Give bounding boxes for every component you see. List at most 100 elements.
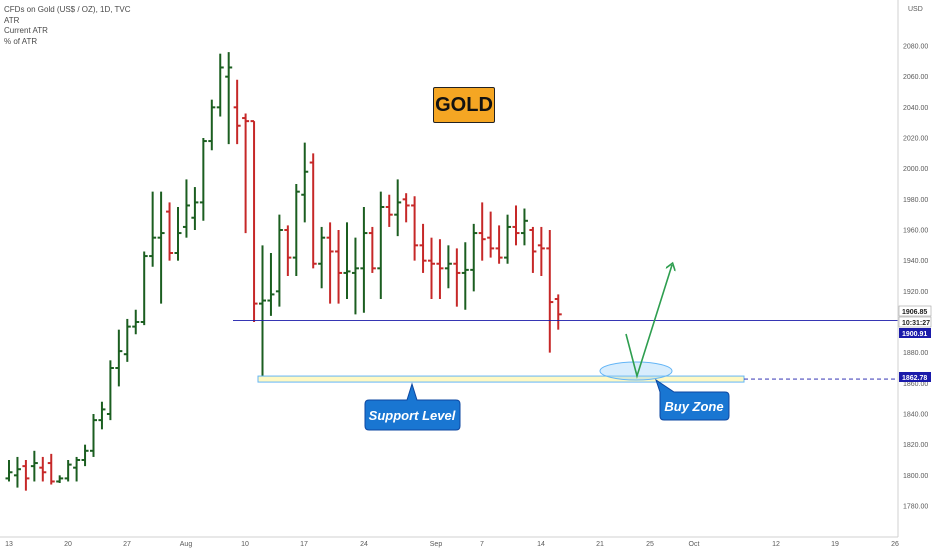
ohlc-bar: [132, 309, 140, 335]
indicator-current-atr: Current ATR: [4, 26, 48, 35]
ohlc-bar: [326, 222, 334, 304]
ohlc-bar: [149, 191, 157, 267]
price-tick-label: 1820.00: [903, 442, 928, 449]
ohlc-bar: [351, 237, 359, 315]
ohlc-bar: [487, 211, 495, 258]
ohlc-bar: [233, 79, 241, 145]
ohlc-bar: [504, 214, 512, 264]
ohlc-bar: [106, 360, 114, 421]
support-level-callout[interactable]: Support Level: [364, 382, 461, 431]
svg-text:1906.85: 1906.85: [902, 309, 927, 316]
ohlc-bar: [537, 226, 545, 276]
chart-legend[interactable]: CFDs on Gold (US$ / OZ), 1D, TVC ATR Cur…: [4, 5, 131, 47]
indicator-atr[interactable]: ATR: [4, 15, 20, 25]
price-tick-label: 2020.00: [903, 136, 928, 143]
ohlc-bar: [166, 202, 174, 261]
ohlc-bar: [199, 138, 207, 221]
symbol-title[interactable]: CFDs on Gold (US$ / OZ), 1D, TVC: [4, 5, 131, 14]
ohlc-bar: [428, 237, 435, 299]
price-tick-label: 1840.00: [903, 412, 928, 419]
ohlc-bar: [39, 456, 47, 482]
price-tick-label: 1860.00: [903, 381, 928, 388]
ohlc-bar: [512, 205, 520, 246]
ohlc-bar: [250, 120, 258, 322]
ohlc-bar: [64, 460, 72, 482]
price-tick-label: 2060.00: [903, 74, 928, 81]
ohlc-bar: [385, 194, 393, 227]
price-tick-label: 1800.00: [903, 473, 928, 480]
price-tick-label: 1780.00: [903, 504, 928, 511]
time-tick-label: 17: [300, 541, 308, 548]
ohlc-bar: [368, 226, 376, 273]
ohlc-bar: [343, 222, 351, 299]
price-axis[interactable]: 1780.00 1800.00 1820.00 1840.00 1860.00 1880.…: [903, 44, 928, 511]
support-zone[interactable]: [257, 375, 745, 383]
currency-label: USD: [908, 6, 923, 13]
ohlc-bar: [394, 179, 402, 237]
ohlc-bar: [478, 202, 486, 261]
ohlc-bar: [301, 142, 309, 223]
buy-zone-label: Buy Zone: [664, 399, 723, 414]
time-tick-label: 25: [646, 541, 654, 548]
time-axis[interactable]: 13 20 27 Aug 10 17 24 Sep 7 14 21 25 Oct 12 19 26: [5, 541, 899, 548]
time-tick-label: Sep: [430, 541, 443, 548]
time-tick-label: 10: [241, 541, 249, 548]
ohlc-bar: [529, 226, 537, 273]
ohlc-bar: [267, 253, 275, 316]
price-tag-current: 1906.85: [898, 305, 932, 317]
ohlc-bar: [318, 226, 326, 289]
price-tick-label: 1980.00: [903, 197, 928, 204]
ohlc-bar: [115, 329, 123, 387]
time-tick-label: 7: [480, 541, 484, 548]
ohlc-bar: [546, 230, 554, 353]
ohlc-bar: [419, 223, 427, 273]
ohlc-bar: [520, 208, 528, 246]
ohlc-bar: [81, 444, 89, 467]
ohlc-bar: [216, 53, 224, 117]
projection-arrow[interactable]: [625, 265, 672, 379]
ohlc-bar: [453, 248, 461, 307]
ohlc-bar: [309, 153, 317, 269]
price-tick-label: 1960.00: [903, 228, 928, 235]
ohlc-bar: [22, 460, 30, 491]
indicator-percent-atr: % of ATR: [4, 36, 38, 46]
price-tag-resistance: 1900.91: [899, 328, 931, 338]
ohlc-bar: [13, 456, 21, 488]
ohlc-bar: [411, 196, 419, 261]
gold-title-box: GOLD: [433, 87, 495, 123]
price-tick-label: 1940.00: [903, 258, 928, 265]
ohlc-bar: [554, 294, 562, 330]
ohlc-bar: [157, 191, 165, 304]
ohlc-bar: [292, 184, 300, 276]
ohlc-bar: [284, 225, 292, 276]
price-tick-label: 2040.00: [903, 105, 928, 112]
ohlc-bar: [444, 245, 452, 289]
ohlc-bar: [30, 450, 38, 482]
time-tick-label: 20: [64, 541, 72, 548]
time-tick-label: 24: [360, 541, 368, 548]
price-tick-label: 2080.00: [903, 44, 928, 51]
ohlc-bar: [242, 113, 250, 234]
ohlc-bar: [123, 318, 131, 362]
countdown-tag: 10:31:27: [898, 316, 932, 328]
buy-zone-callout[interactable]: Buy Zone: [655, 378, 730, 421]
price-tick-label: 2000.00: [903, 166, 928, 173]
price-tick-label: 1920.00: [903, 289, 928, 296]
ohlc-bar: [360, 207, 368, 313]
ohlc-bar: [208, 99, 216, 151]
ohlc-bar: [461, 242, 469, 310]
ohlc-bars: [5, 52, 562, 491]
svg-text:10:31:27: 10:31:27: [902, 320, 930, 327]
ohlc-bar: [140, 251, 148, 326]
svg-text:1862.78: 1862.78: [902, 375, 927, 382]
ohlc-bar: [73, 456, 81, 482]
time-tick-label: 27: [123, 541, 131, 548]
svg-text:1900.91: 1900.91: [902, 331, 927, 338]
ohlc-bar: [47, 453, 55, 485]
ohlc-bar: [225, 52, 233, 145]
ohlc-bar: [191, 187, 199, 230]
ohlc-bar: [377, 191, 385, 299]
price-tick-label: 1880.00: [903, 350, 928, 357]
time-tick-label: 12: [772, 541, 780, 548]
